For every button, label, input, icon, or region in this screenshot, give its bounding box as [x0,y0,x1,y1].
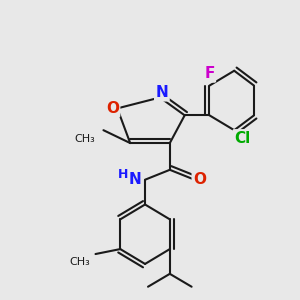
Text: CH₃: CH₃ [70,257,91,267]
Text: H: H [118,168,128,181]
Text: O: O [106,101,119,116]
Text: O: O [193,172,206,187]
Text: Cl: Cl [234,130,250,146]
Text: CH₃: CH₃ [75,134,95,144]
Text: N: N [155,85,168,100]
Text: F: F [204,66,214,81]
Text: N: N [129,172,142,187]
